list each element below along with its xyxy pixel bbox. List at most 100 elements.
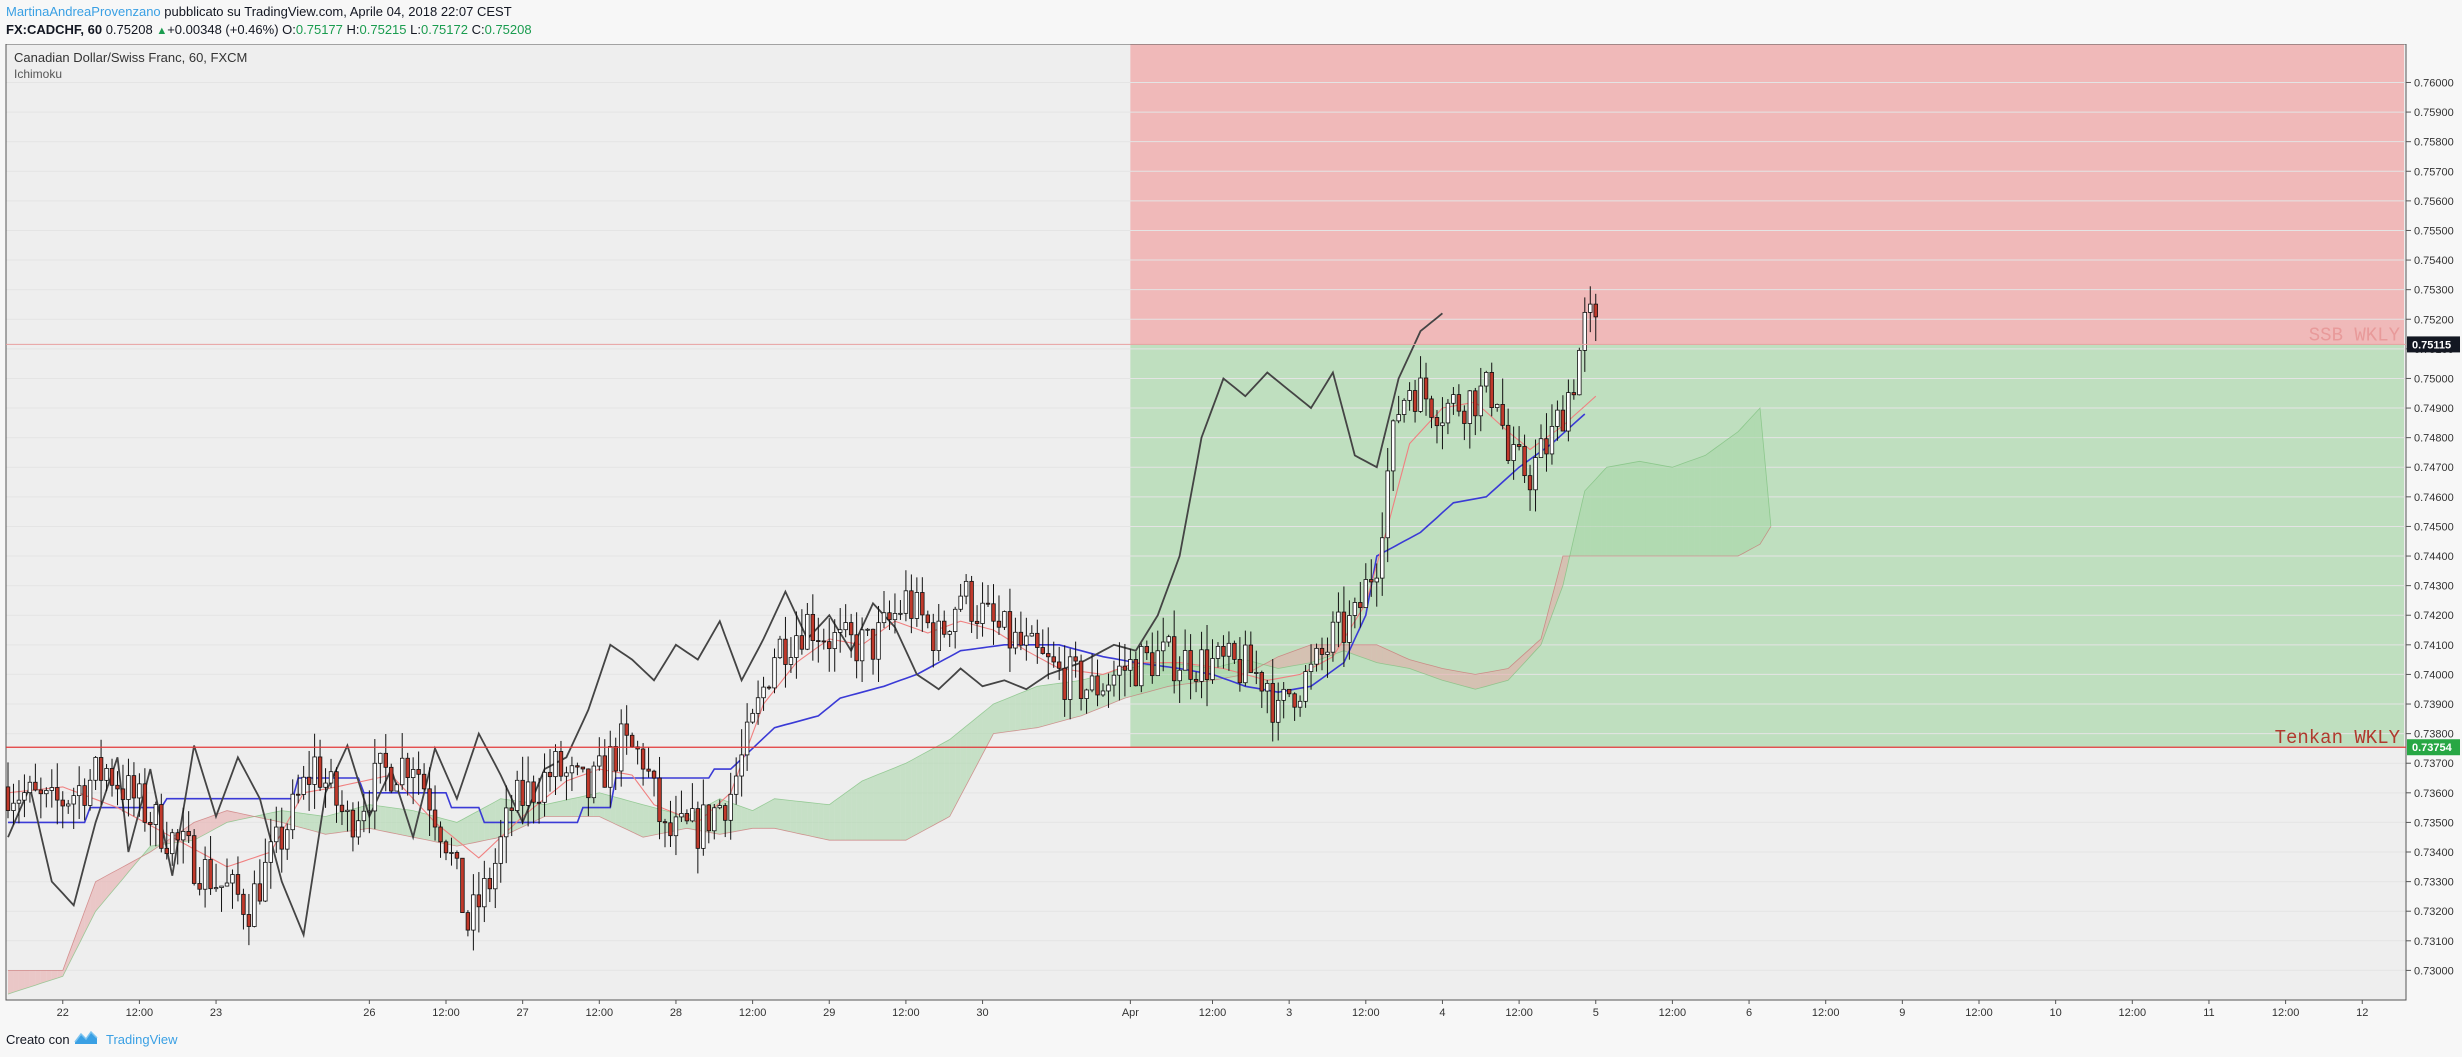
- bull-candle: [832, 632, 837, 650]
- time-axis[interactable]: 22 12:00 23 26 12:00 27 12:00 28 12:00 29 12:00 30 A…: [57, 1000, 2369, 1019]
- kumo-segment: [451, 820, 457, 847]
- bull-candle: [542, 771, 547, 803]
- chikou-span-line: [7, 312, 1443, 939]
- bull-candle: [1161, 641, 1166, 652]
- bull-candle: [1155, 650, 1160, 677]
- bull-candle: [1177, 669, 1182, 682]
- kumo-segment: [101, 875, 107, 905]
- position-zones: [1130, 44, 2404, 748]
- bull-candle: [76, 785, 82, 797]
- kumo-segment: [1710, 447, 1717, 557]
- bull-candle: [1024, 635, 1029, 646]
- kumo-segment: [62, 955, 69, 977]
- y-tick-label: 0.74400: [2414, 551, 2454, 563]
- kumo-segment: [194, 820, 200, 841]
- bull-candle: [285, 829, 290, 850]
- bear-candle: [1456, 394, 1462, 412]
- bear-candle: [657, 777, 662, 823]
- y-tick-label: 0.75300: [2414, 285, 2454, 297]
- bull-candle: [301, 776, 306, 795]
- kumo-segment: [944, 739, 950, 820]
- kumo-segment: [615, 797, 622, 827]
- y-tick-label: 0.74600: [2414, 492, 2454, 504]
- bull-candle: [881, 612, 887, 624]
- bull-candle: [44, 790, 49, 795]
- bear-candle: [131, 775, 137, 799]
- bull-candle: [1297, 700, 1303, 708]
- kumo-segment: [1015, 692, 1021, 731]
- kumo-segment: [1426, 664, 1432, 677]
- bull-candle: [805, 613, 810, 650]
- bear-candle: [257, 883, 263, 902]
- bull-candle: [1303, 671, 1308, 702]
- x-tick-label: 10: [2050, 1007, 2062, 1019]
- kumo-segment: [785, 799, 791, 832]
- symbol-info: FX:CADCHF, 60 0.75208 ▲+0.00348 (+0.46%)…: [6, 22, 532, 37]
- y-tick-label: 0.75700: [2414, 166, 2454, 178]
- kumo-segment: [265, 812, 271, 821]
- kumo-segment: [232, 811, 238, 822]
- bear-candle: [120, 788, 126, 800]
- bull-candle: [1478, 385, 1483, 417]
- ssb-wkly-label: SSB WKLY: [2309, 324, 2401, 346]
- bull-candle: [947, 631, 952, 635]
- bear-candle: [33, 781, 38, 791]
- kumo-segment: [752, 807, 759, 829]
- bull-candle: [1336, 611, 1341, 623]
- kumo-segment: [621, 798, 627, 830]
- bear-candle: [1319, 647, 1325, 655]
- tradingview-logo-icon[interactable]: [74, 1029, 98, 1045]
- kumo-segment: [812, 802, 819, 838]
- kumo-segment: [807, 802, 813, 837]
- price-tags: 0.75115 0.73754: [2407, 336, 2460, 756]
- bull-candle: [180, 831, 186, 841]
- bull-candle: [744, 721, 750, 756]
- kumo-segment: [270, 811, 277, 822]
- kumo-segment: [1163, 662, 1169, 688]
- kumo-segment: [1573, 514, 1580, 557]
- kumo-segment: [933, 745, 939, 826]
- bull-candle: [591, 765, 597, 799]
- kumo-segment: [582, 795, 589, 817]
- author-link[interactable]: MartinaAndreaProvenzano: [6, 4, 161, 19]
- x-tick-label: 29: [823, 1007, 835, 1019]
- price-chart[interactable]: SSB WKLY Tenkan WKLY Canadian Dollar/Swis…: [0, 44, 2462, 1020]
- bear-candle: [1341, 611, 1347, 643]
- bull-candle: [1013, 631, 1018, 649]
- kumo-segment: [467, 813, 474, 844]
- bull-candle: [1555, 409, 1560, 427]
- kumo-segment: [1639, 461, 1646, 557]
- kumo-segment: [1228, 662, 1235, 678]
- bull-candle: [449, 852, 454, 854]
- bull-candle: [898, 612, 903, 615]
- price-axis[interactable]: 0.73000 0.73100 0.73200 0.73300 0.73400 0.735…: [2406, 77, 2454, 977]
- x-tick-label: 12:00: [2272, 1007, 2300, 1019]
- kumo-segment: [1546, 597, 1552, 631]
- tradingview-link[interactable]: TradingView: [106, 1032, 178, 1047]
- bear-candle: [109, 768, 115, 786]
- kumo-segment: [1595, 473, 1602, 557]
- kumo-segment: [309, 814, 315, 832]
- bull-candle: [1374, 577, 1379, 583]
- kumo-segment: [1551, 576, 1558, 616]
- kumo-segment: [1037, 685, 1043, 728]
- y-tick-label: 0.74200: [2414, 610, 2454, 622]
- bear-candle: [651, 770, 657, 779]
- published-text: pubblicato su TradingView.com, Aprile 04…: [160, 4, 512, 19]
- bull-candle: [219, 885, 224, 888]
- bear-candle: [460, 857, 465, 913]
- kumo-segment: [905, 760, 912, 841]
- kumo-segment: [391, 807, 397, 834]
- horizontal-levels: SSB WKLY Tenkan WKLY: [6, 324, 2406, 749]
- kumo-segment: [1530, 643, 1536, 657]
- kumo-segment: [1760, 408, 1766, 545]
- bear-candle: [82, 785, 87, 806]
- bear-candle: [1516, 444, 1522, 447]
- bear-candle: [1078, 660, 1084, 699]
- bull-candle: [739, 754, 744, 777]
- bull-candle: [1495, 404, 1500, 409]
- publish-info: MartinaAndreaProvenzano pubblicato su Tr…: [6, 4, 512, 19]
- x-tick-label: 27: [517, 1007, 529, 1019]
- bear-candle: [766, 686, 772, 689]
- y-tick-label: 0.73600: [2414, 788, 2454, 800]
